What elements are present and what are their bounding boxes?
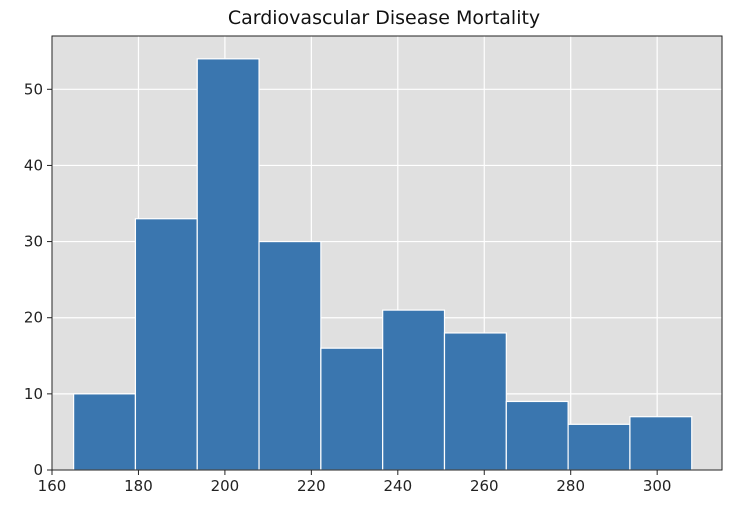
histogram-bar [567,423,631,471]
x-tick-label: 300 [643,477,672,495]
histogram-bar [134,218,198,471]
y-tick-label: 10 [24,385,43,403]
axes-frame [51,35,723,471]
histogram-bar [443,332,507,471]
x-tick-label: 180 [124,477,153,495]
histogram-bars [73,58,693,471]
histogram-bar [196,58,260,471]
histogram-bar [320,347,384,471]
chart-title: Cardiovascular Disease Mortality [228,7,540,29]
histogram-bar [629,416,693,471]
y-tick-label: 30 [24,233,43,251]
histogram-bar [382,309,446,471]
y-tick-label: 0 [33,461,43,479]
axes: 160 180 200 220 240 260 280 300 0 10 20 30 40 50 [24,35,723,495]
y-tick-label: 50 [24,80,43,98]
x-tick-label: 220 [297,477,326,495]
x-tick-label: 280 [556,477,585,495]
y-tick-label: 40 [24,156,43,174]
histogram-bar [505,400,569,471]
y-tick-label: 20 [24,309,43,327]
histogram-bar [258,240,322,471]
x-tick-label: 200 [211,477,240,495]
x-tick-label: 160 [38,477,67,495]
x-tick-label: 260 [470,477,499,495]
histogram-bar [73,393,137,471]
x-tick-label: 240 [383,477,412,495]
